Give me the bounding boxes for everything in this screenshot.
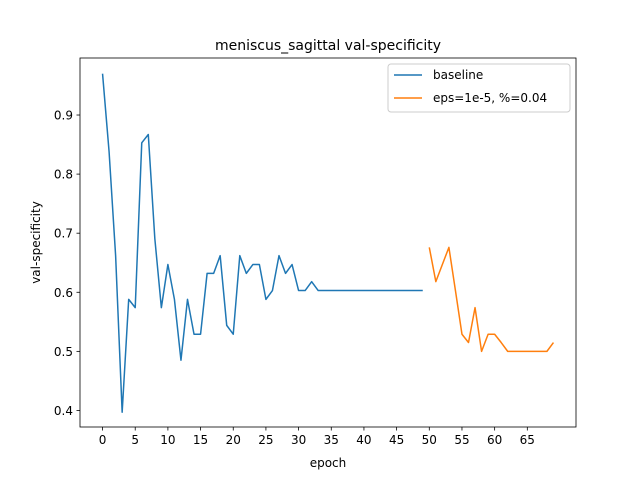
series-layer	[101, 73, 555, 413]
y-tick-label: 0.9	[54, 109, 73, 123]
series-line-1	[428, 246, 555, 353]
y-tick-label: 0.8	[54, 168, 73, 182]
x-tick-label: 45	[389, 433, 404, 447]
legend: baseline eps=1e-5, %=0.04	[387, 63, 571, 113]
legend-label-eps: eps=1e-5, %=0.04	[433, 91, 547, 105]
y-tick-label: 0.4	[54, 404, 73, 418]
x-tick-label: 50	[422, 433, 437, 447]
y-axis-ticks: 0.4 0.5 0.6 0.7 0.8 0.9	[54, 109, 80, 418]
y-tick-label: 0.6	[54, 286, 73, 300]
x-tick-label: 40	[356, 433, 371, 447]
plot-border	[79, 57, 577, 428]
legend-label-baseline: baseline	[433, 68, 483, 82]
plot-frame	[80, 58, 576, 427]
x-axis-ticks: 0 5 10 15 20 25 30 35 40 45 50 55 60 65	[99, 427, 535, 447]
y-axis-label: val-specificity	[29, 201, 43, 284]
x-tick-label: 0	[99, 433, 107, 447]
x-tick-label: 5	[131, 433, 139, 447]
x-tick-label: 65	[520, 433, 535, 447]
x-tick-label: 25	[258, 433, 273, 447]
x-tick-label: 10	[160, 433, 175, 447]
legend-box	[387, 63, 571, 113]
plot-spines	[79, 57, 577, 428]
x-axis-label: epoch	[310, 456, 347, 470]
x-tick-label: 60	[487, 433, 502, 447]
x-tick-label: 20	[226, 433, 241, 447]
series-line-0	[101, 73, 423, 413]
y-tick-label: 0.5	[54, 345, 73, 359]
x-tick-label: 15	[193, 433, 208, 447]
y-tick-label: 0.7	[54, 227, 73, 241]
x-tick-label: 30	[291, 433, 306, 447]
x-tick-label: 35	[324, 433, 339, 447]
plot-area	[80, 58, 576, 427]
x-tick-label: 55	[454, 433, 469, 447]
chart-title: meniscus_sagittal val-specificity	[215, 38, 441, 54]
